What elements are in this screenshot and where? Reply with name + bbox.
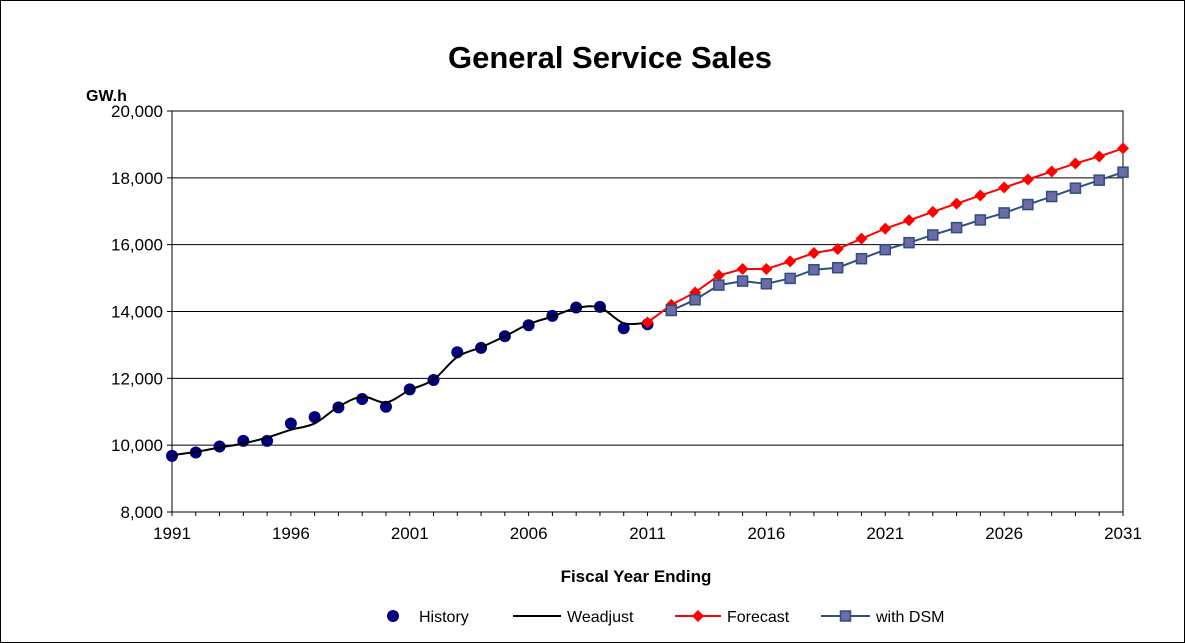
x-tick-label: 1991 bbox=[153, 524, 191, 543]
y-tick-label: 10,000 bbox=[111, 436, 163, 455]
data-point bbox=[950, 221, 963, 234]
legend-marker bbox=[387, 610, 399, 622]
data-point bbox=[784, 255, 797, 268]
data-point bbox=[903, 236, 915, 249]
legend-label: History bbox=[419, 609, 469, 626]
data-point bbox=[998, 207, 1010, 219]
data-point bbox=[1117, 142, 1129, 155]
x-tick-label: 1996 bbox=[272, 524, 310, 543]
data-point bbox=[1117, 166, 1129, 178]
data-point bbox=[760, 263, 773, 276]
data-point bbox=[831, 261, 844, 274]
data-point bbox=[166, 449, 178, 462]
legend-item-forecast: Forecast bbox=[675, 609, 790, 626]
data-point bbox=[665, 304, 678, 317]
data-point bbox=[641, 316, 654, 329]
y-axis-unit-label: GW.h bbox=[86, 88, 127, 105]
legend-marker bbox=[692, 610, 704, 622]
data-point bbox=[784, 272, 796, 285]
x-tick-label: 2016 bbox=[747, 524, 785, 543]
legend: History Weadjust Forecast with DSM bbox=[387, 609, 944, 626]
data-point bbox=[927, 229, 939, 241]
data-point bbox=[308, 411, 321, 424]
data-point bbox=[284, 417, 297, 430]
legend-item-history: History bbox=[387, 609, 469, 626]
data-point bbox=[879, 243, 891, 256]
data-point bbox=[1021, 173, 1034, 186]
chart-title: General Service Sales bbox=[448, 40, 772, 75]
data-point bbox=[1093, 174, 1105, 186]
x-axis-title: Fiscal Year Ending bbox=[561, 567, 712, 586]
series-layer bbox=[166, 142, 1129, 462]
data-point bbox=[855, 252, 868, 265]
data-point bbox=[356, 393, 369, 406]
data-point bbox=[689, 294, 701, 306]
y-tick-label: 14,000 bbox=[111, 303, 163, 322]
x-tick-label: 2031 bbox=[1104, 524, 1142, 543]
gridlines bbox=[172, 177, 1123, 446]
data-point bbox=[950, 197, 963, 210]
x-tick-label: 2026 bbox=[985, 524, 1023, 543]
x-tick-label: 2011 bbox=[629, 524, 666, 543]
x-axis-ticks: 1991 1996 2001 2006 2011 2016 2021 2026 2031 bbox=[153, 512, 1142, 543]
data-point bbox=[903, 214, 916, 227]
data-point bbox=[1045, 165, 1058, 178]
data-point bbox=[617, 322, 630, 335]
y-tick-label: 18,000 bbox=[111, 169, 163, 188]
series-with-dsm bbox=[665, 166, 1129, 317]
data-point bbox=[1045, 190, 1058, 203]
data-point bbox=[879, 222, 892, 235]
y-axis-ticks: 8,000 10,000 12,000 14,000 16,000 18,000 20,00… bbox=[111, 102, 172, 522]
data-point bbox=[998, 181, 1011, 194]
data-point bbox=[1069, 157, 1082, 170]
data-point bbox=[736, 263, 749, 276]
legend-item-with-dsm: with DSM bbox=[821, 609, 944, 626]
data-point bbox=[713, 279, 725, 291]
data-point bbox=[1069, 182, 1082, 194]
data-point bbox=[1093, 150, 1106, 163]
data-point bbox=[712, 269, 725, 282]
legend-marker bbox=[839, 610, 852, 622]
series-line bbox=[171, 305, 648, 457]
legend-label: with DSM bbox=[875, 609, 944, 626]
data-point bbox=[974, 189, 987, 202]
data-point bbox=[926, 205, 939, 218]
data-point bbox=[379, 400, 392, 413]
y-tick-label: 16,000 bbox=[111, 236, 163, 255]
legend-label: Forecast bbox=[727, 609, 790, 626]
data-point bbox=[760, 278, 773, 290]
data-point bbox=[807, 247, 820, 260]
series-weadjust bbox=[171, 305, 648, 457]
legend-label: Weadjust bbox=[567, 609, 634, 626]
data-point bbox=[1022, 198, 1034, 211]
x-tick-label: 2006 bbox=[510, 524, 548, 543]
data-point bbox=[736, 275, 749, 287]
data-point bbox=[831, 243, 844, 256]
y-tick-label: 8,000 bbox=[120, 503, 163, 522]
legend-item-weadjust: Weadjust bbox=[513, 609, 634, 626]
x-tick-label: 2001 bbox=[391, 524, 429, 543]
data-point bbox=[808, 263, 820, 276]
y-tick-label: 12,000 bbox=[111, 369, 163, 388]
y-tick-label: 20,000 bbox=[111, 102, 163, 121]
data-point bbox=[974, 214, 987, 226]
x-tick-label: 2021 bbox=[866, 524, 904, 543]
data-point bbox=[855, 232, 868, 245]
